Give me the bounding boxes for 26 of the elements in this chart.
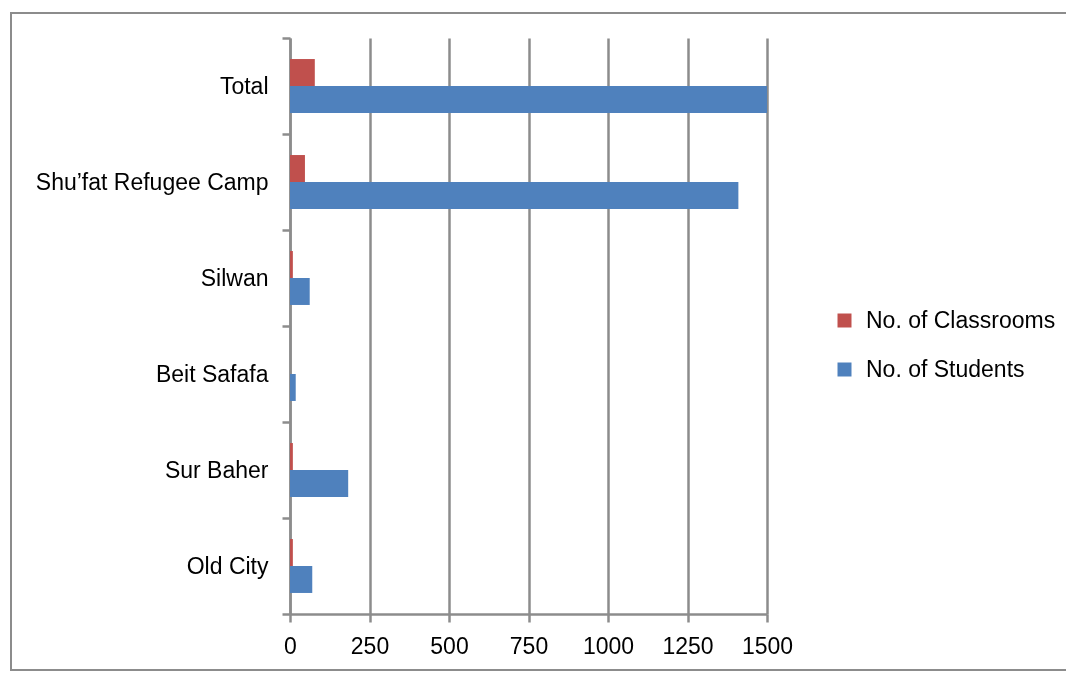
bar <box>290 182 739 209</box>
legend-label: No. of Students <box>866 355 1025 382</box>
bar <box>290 251 293 278</box>
x-tick-label: 500 <box>430 632 469 659</box>
y-tick-label: Total <box>219 72 269 99</box>
bar <box>290 470 349 497</box>
bar <box>290 155 305 182</box>
bar <box>290 374 296 401</box>
x-tick-label: 1500 <box>741 632 794 659</box>
bar <box>290 539 293 566</box>
x-tick-label: 250 <box>350 632 390 659</box>
y-tick-label: Shu’fat Refugee Camp <box>35 168 269 195</box>
y-tick-label: Sur Baher <box>164 456 269 483</box>
bar <box>290 566 313 593</box>
y-tick-label: Silwan <box>200 264 269 291</box>
bar <box>290 86 767 113</box>
bar <box>290 59 315 86</box>
y-tick-label: Old City <box>186 552 269 579</box>
x-tick-label: 0 <box>284 632 297 659</box>
bar <box>290 443 293 470</box>
x-tick-label: 1000 <box>582 632 635 659</box>
legend-label: No. of Classrooms <box>866 306 1056 333</box>
x-tick-label: 750 <box>509 632 549 659</box>
bar <box>290 278 310 305</box>
y-tick-label: Beit Safafa <box>155 360 269 387</box>
x-tick-label: 1250 <box>662 632 714 659</box>
